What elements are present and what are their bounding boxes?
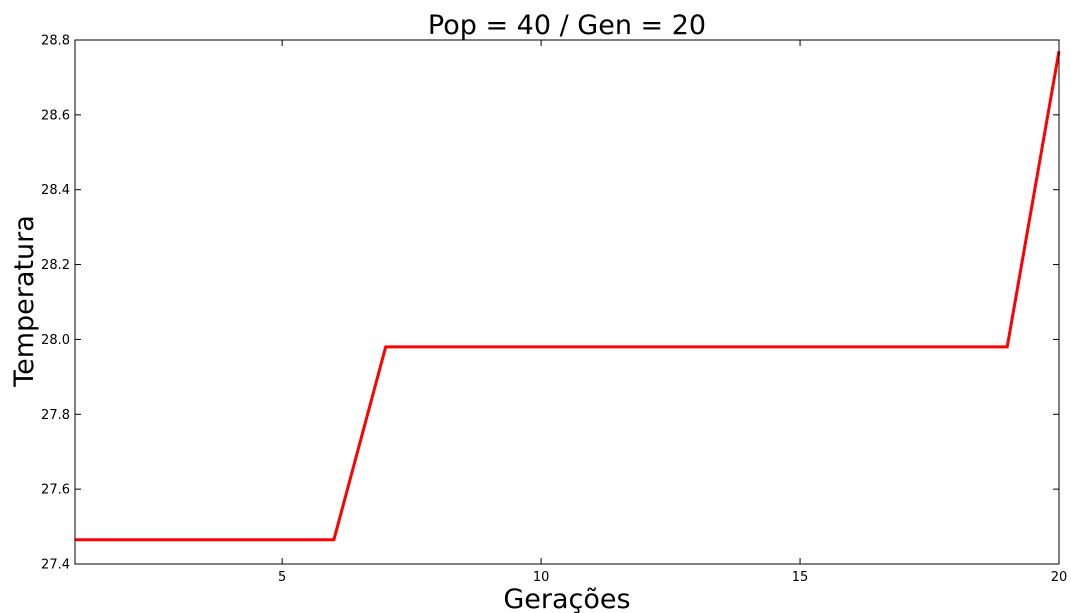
- y-tick-label: 28.8: [41, 34, 70, 49]
- y-axis-label: Temperatura: [9, 215, 40, 388]
- y-tick-label: 28.0: [41, 333, 70, 348]
- y-tick-label: 28.4: [41, 183, 70, 198]
- chart-title: Pop = 40 / Gen = 20: [428, 10, 706, 41]
- y-tick-label: 28.2: [41, 258, 70, 273]
- x-tick-label: 5: [278, 570, 286, 585]
- y-tick-label: 27.6: [41, 483, 70, 498]
- y-tick-label: 27.4: [41, 558, 70, 573]
- axis-ticks: 5 10 15 20 27.4 27.6 27.8 28.0 28.2 28.4 28.6 28.8: [41, 34, 1067, 586]
- plot-frame: [74, 39, 1060, 565]
- y-tick-label: 27.8: [41, 408, 70, 423]
- x-tick-label: 10: [533, 570, 550, 585]
- x-tick-label: 15: [792, 570, 809, 585]
- series-line: [75, 50, 1061, 542]
- x-axis-label: Gerações: [503, 584, 630, 613]
- y-tick-label: 28.6: [41, 108, 70, 123]
- x-tick-label: 20: [1051, 570, 1068, 585]
- series-group: [75, 50, 1061, 542]
